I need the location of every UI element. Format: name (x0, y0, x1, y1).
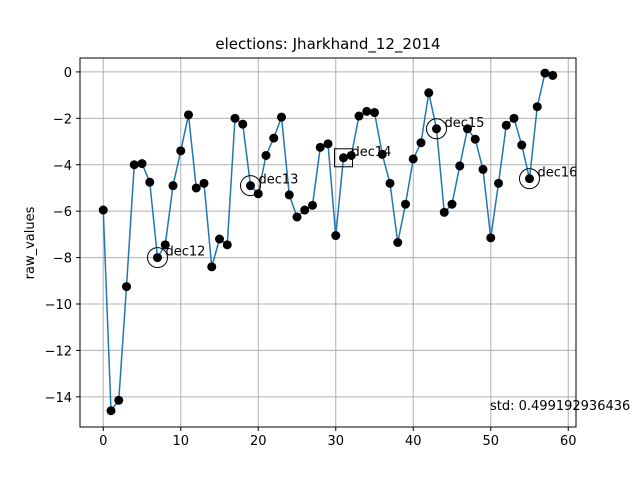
data-point (176, 146, 186, 156)
data-point (354, 111, 364, 121)
annotation-label: dec12 (166, 245, 206, 260)
data-point (501, 120, 511, 130)
data-point (122, 282, 131, 292)
data-point (525, 174, 534, 184)
x-axis-ticks: 0 10 20 30 40 50 60 (99, 427, 577, 449)
data-point (408, 154, 418, 164)
data-point (292, 212, 302, 222)
data-point (331, 231, 341, 241)
annotation-label: dec15 (445, 116, 485, 131)
data-point (315, 142, 325, 152)
data-point (393, 238, 403, 247)
data-point (246, 181, 255, 191)
x-tick-label: 0 (99, 434, 107, 449)
data-point (215, 234, 224, 244)
data-point (509, 113, 519, 123)
x-tick-label: 60 (560, 434, 577, 449)
data-point (486, 233, 496, 243)
y-tick-label: −4 (53, 159, 72, 174)
data-point (439, 207, 449, 217)
annotation-circle-marker (240, 175, 261, 197)
data-point (401, 199, 410, 209)
data-point (137, 159, 147, 169)
data-point (284, 190, 294, 200)
data-points (98, 68, 558, 416)
data-point (377, 149, 387, 159)
data-point (370, 108, 379, 118)
data-point (199, 178, 209, 188)
data-point (98, 205, 108, 215)
data-point (362, 106, 372, 116)
x-tick-label: 40 (405, 434, 422, 449)
plot-frame (79, 57, 577, 428)
data-point (308, 200, 317, 210)
data-point (346, 150, 356, 160)
data-point (323, 139, 333, 149)
data-point (269, 133, 279, 143)
data-point (238, 119, 248, 129)
data-point (416, 138, 426, 148)
data-point (261, 150, 271, 160)
y-tick-label: −10 (45, 298, 72, 313)
annotation-circle-marker (147, 247, 168, 269)
data-point (478, 164, 488, 174)
y-tick-label: 0 (64, 66, 72, 81)
data-point (540, 68, 550, 78)
data-point (424, 88, 434, 98)
data-point (222, 240, 232, 250)
y-axis-ticks: 0 −2 −4 −6 −8 −10 −12 −14 (45, 66, 80, 406)
data-point (470, 134, 480, 144)
data-point (168, 181, 178, 191)
chart-title: elections: Jharkhand_12_2014 (215, 35, 440, 54)
data-point (114, 395, 124, 405)
x-tick-label: 20 (250, 434, 267, 449)
annotation-circle-marker (426, 118, 447, 140)
y-tick-label: −12 (45, 344, 72, 359)
data-point (160, 240, 170, 250)
data-point (277, 112, 286, 122)
data-point (253, 189, 263, 199)
annotation-square-marker (334, 148, 353, 168)
x-tick-label: 30 (327, 434, 344, 449)
y-tick-label: −14 (45, 391, 72, 406)
data-point (339, 153, 348, 163)
data-point (432, 124, 441, 134)
y-tick-label: −8 (53, 252, 72, 267)
data-point (191, 183, 201, 193)
annotation-label: dec13 (259, 173, 299, 188)
x-tick-label: 50 (482, 434, 499, 449)
data-point (548, 70, 558, 80)
data-point (106, 406, 116, 416)
data-point (300, 205, 310, 215)
y-tick-label: −6 (53, 205, 72, 220)
std-readout: std: 0.499192936436 (490, 399, 630, 414)
data-point (145, 177, 155, 187)
data-point (463, 124, 472, 134)
data-point (447, 199, 457, 209)
data-point (184, 110, 193, 120)
y-tick-label: −2 (53, 112, 72, 127)
annotation-label: dec16 (538, 166, 578, 181)
data-point (494, 178, 503, 188)
annotations: dec12 dec13 dec14 dec15 dec16 (147, 116, 578, 269)
data-point (385, 178, 395, 188)
x-tick-label: 10 (172, 434, 189, 449)
data-point (230, 113, 240, 123)
data-point (129, 160, 139, 170)
y-axis-label: raw_values (23, 206, 38, 279)
data-point (153, 253, 162, 263)
data-point (517, 140, 527, 150)
data-point (532, 102, 542, 112)
grid-lines (80, 58, 576, 427)
data-point (207, 262, 217, 272)
annotation-circle-marker (519, 168, 540, 190)
data-point (455, 161, 465, 171)
annotation-label: dec14 (352, 145, 392, 160)
